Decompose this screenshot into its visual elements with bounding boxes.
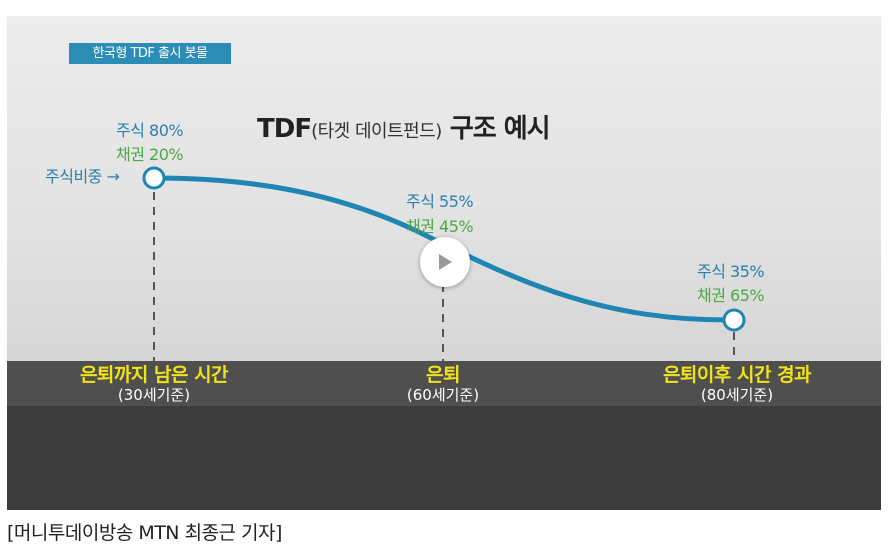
stage-3-label: 은퇴이후 시간 경과 <box>662 364 812 386</box>
timeline-band <box>7 361 881 406</box>
point1-stock: 주식 80% <box>116 121 184 140</box>
point1-bond: 채권 20% <box>116 145 184 164</box>
glide-path-diagram <box>142 166 746 361</box>
curve-node-end <box>722 308 746 332</box>
stage-2-age: (60세기준) <box>406 386 480 404</box>
play-icon <box>439 254 452 270</box>
stage-1-label: 은퇴까지 남은 시간 <box>79 364 229 386</box>
topic-badge: 한국형 TDF 출시 봇물 <box>69 43 231 64</box>
video-frame[interactable]: 한국형 TDF 출시 봇물 TDF(타겟 데이트펀드) 구조 예시 주식비중 →… <box>7 16 881 510</box>
stage-3-age: (80세기준) <box>700 386 774 404</box>
point3-bond: 채권 65% <box>697 286 765 305</box>
stage-1-age: (30세기준) <box>117 386 191 404</box>
stock-weight-label: 주식비중 → <box>45 167 120 186</box>
title-main: TDF <box>257 114 312 144</box>
image-caption: [머니투데이방송 MTN 최종근 기자] <box>7 522 282 544</box>
point2-bond: 채권 45% <box>406 217 474 236</box>
stage-2-label: 은퇴 <box>426 364 460 386</box>
background-lower <box>7 406 881 510</box>
stage-1: 은퇴까지 남은 시간 (30세기준) <box>54 364 254 405</box>
curve-node-start <box>142 166 166 190</box>
title-paren: (타겟 데이트펀드) <box>311 121 442 142</box>
equity-weight-curve <box>151 175 737 323</box>
stage-2: 은퇴 (60세기준) <box>363 364 523 405</box>
diagram-title: TDF(타겟 데이트펀드) 구조 예시 <box>257 108 637 145</box>
stage-3: 은퇴이후 시간 경과 (80세기준) <box>637 364 837 405</box>
point3-stock: 주식 35% <box>697 262 765 281</box>
point2-stock: 주식 55% <box>406 192 474 211</box>
title-tail: 구조 예시 <box>449 114 551 144</box>
play-button[interactable] <box>420 237 470 287</box>
